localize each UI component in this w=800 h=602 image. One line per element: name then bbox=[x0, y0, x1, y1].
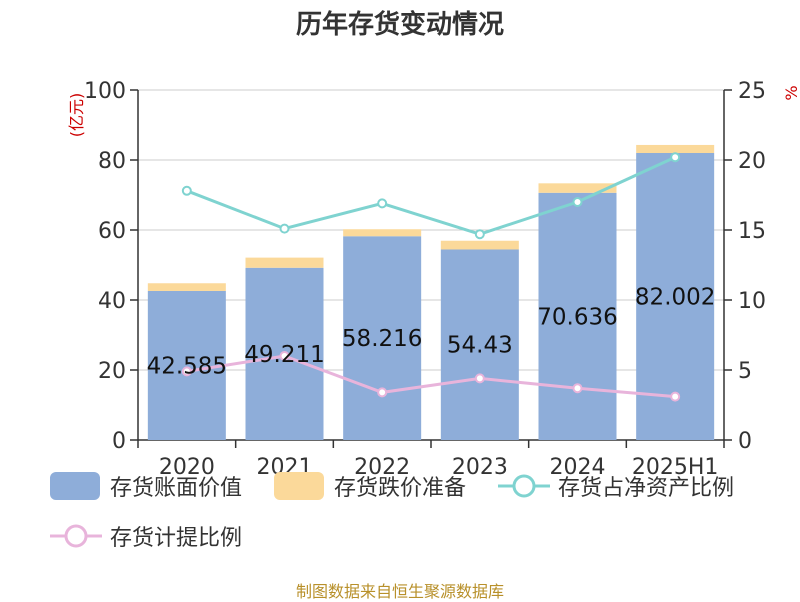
right-tick-label: 5 bbox=[738, 359, 752, 384]
legend-swatch-impairment bbox=[274, 472, 324, 500]
x-tick-label: 2022 bbox=[354, 455, 410, 480]
right-tick-label: 0 bbox=[738, 429, 752, 454]
provision-ratio-point bbox=[670, 391, 681, 402]
ratio-net-assets-point bbox=[670, 152, 681, 163]
chart-title: 历年存货变动情况 bbox=[295, 10, 504, 40]
ratio-net-assets-point bbox=[279, 223, 290, 234]
x-tick-label: 2024 bbox=[550, 455, 606, 480]
left-axis-unit: (亿元) bbox=[67, 93, 86, 138]
bar-impairment bbox=[538, 183, 617, 193]
bar-book-value bbox=[440, 249, 519, 440]
bar-book-value bbox=[147, 290, 226, 440]
bar-impairment bbox=[440, 240, 519, 250]
bar-data-label: 82.002 bbox=[635, 284, 715, 310]
left-tick-label: 60 bbox=[98, 219, 126, 244]
left-tick-label: 0 bbox=[112, 429, 126, 454]
bar-data-label: 58.216 bbox=[342, 326, 422, 352]
bar-impairment bbox=[147, 283, 226, 291]
legend-swatch-ratio-net-assets bbox=[498, 474, 550, 498]
x-tick-label: 2020 bbox=[159, 455, 215, 480]
bar-book-value bbox=[538, 192, 617, 440]
provision-ratio-line bbox=[186, 354, 676, 399]
ratio-net-assets-point bbox=[572, 197, 583, 207]
left-tick-label: 80 bbox=[98, 149, 126, 174]
bar-impairment bbox=[245, 257, 324, 268]
legend-label-book-value: 存货账面价值 bbox=[110, 476, 243, 501]
right-tick-label: 25 bbox=[738, 79, 766, 104]
bar-book-value bbox=[343, 236, 422, 440]
right-tick-label: 10 bbox=[738, 289, 766, 314]
bar-data-label: 42.585 bbox=[147, 353, 227, 379]
bar-data-label: 49.211 bbox=[244, 342, 324, 368]
provision-ratio-point bbox=[572, 383, 583, 394]
legend-swatch-book-value bbox=[50, 472, 100, 500]
bar-impairment bbox=[636, 144, 715, 153]
legend-label-ratio-net-assets: 存货占净资产比例 bbox=[558, 476, 735, 501]
legend-label-provision-ratio: 存货计提比例 bbox=[110, 526, 243, 551]
ratio-net-assets-point bbox=[181, 185, 192, 196]
bar-data-label: 54.43 bbox=[447, 333, 513, 359]
right-tick-label: 15 bbox=[738, 219, 766, 244]
legend-item-impairment[interactable]: 存货跌价准备 bbox=[274, 470, 466, 502]
bar-data-label: 70.636 bbox=[537, 304, 617, 330]
left-tick-label: 100 bbox=[84, 79, 126, 104]
legend-item-book-value[interactable]: 存货账面价值 bbox=[50, 470, 242, 502]
right-tick-label: 20 bbox=[738, 149, 766, 174]
bar-impairment bbox=[343, 229, 422, 237]
x-tick-label: 2023 bbox=[452, 455, 508, 480]
legend-item-provision-ratio[interactable]: 存货计提比例 bbox=[50, 520, 242, 552]
source-note: 制图数据来自恒生聚源数据库 bbox=[295, 582, 504, 601]
x-tick-label: 2025H1 bbox=[632, 455, 719, 480]
legend-label-impairment: 存货跌价准备 bbox=[334, 476, 467, 501]
left-tick-label: 40 bbox=[98, 289, 126, 314]
legend-item-ratio-net-assets[interactable]: 存货占净资产比例 bbox=[498, 470, 734, 502]
ratio-net-assets-line bbox=[186, 155, 676, 236]
provision-ratio-point bbox=[279, 351, 290, 361]
right-axis-unit: % bbox=[782, 85, 800, 100]
left-tick-label: 20 bbox=[98, 359, 126, 384]
legend-swatch-provision-ratio bbox=[50, 524, 102, 548]
ratio-net-assets-point bbox=[474, 229, 485, 240]
ratio-net-assets-point bbox=[377, 198, 388, 209]
provision-ratio-point bbox=[181, 366, 192, 377]
provision-ratio-point bbox=[474, 373, 485, 384]
provision-ratio-point bbox=[377, 387, 388, 398]
